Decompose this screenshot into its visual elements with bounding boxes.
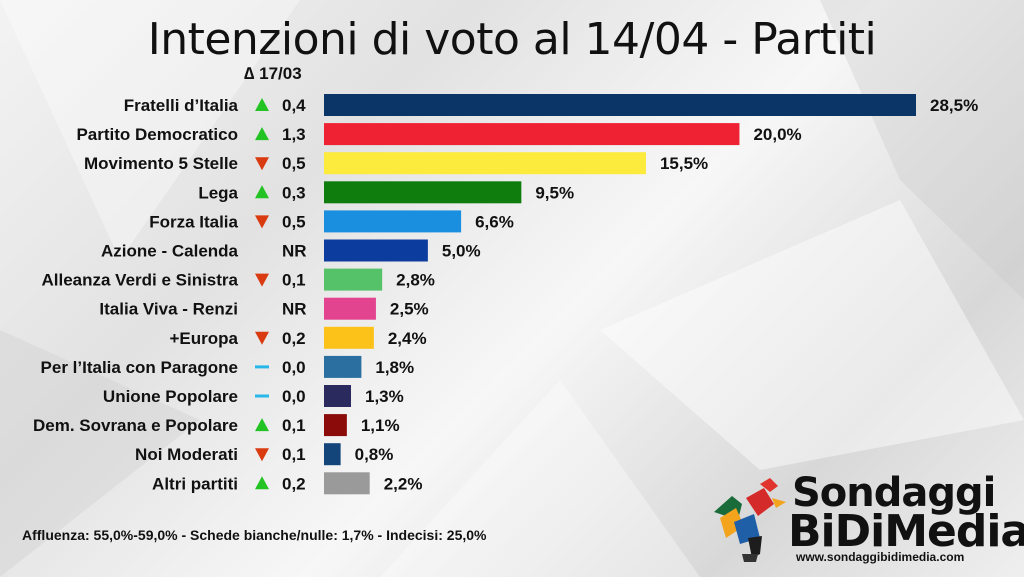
category-label: Movimento 5 Stelle: [84, 154, 238, 173]
value-label: 9,5%: [535, 183, 574, 202]
category-label: Altri partiti: [152, 474, 238, 493]
trend-down-icon: [255, 273, 269, 287]
category-label: Azione - Calenda: [101, 242, 239, 261]
trend-down-icon: [255, 448, 269, 462]
bar: [324, 472, 370, 495]
category-label: Alleanza Verdi e Sinistra: [41, 271, 238, 290]
bar: [324, 94, 916, 116]
trend-up-icon: [255, 185, 269, 199]
category-label: Dem. Sovrana e Popolare: [33, 416, 238, 435]
delta-value: 0,2: [282, 474, 306, 493]
bar: [324, 443, 341, 466]
delta-value: 0,0: [282, 387, 306, 406]
trend-up-icon: [255, 476, 269, 490]
logo-line-2: BiDiMedia: [788, 506, 1024, 557]
value-label: 2,5%: [390, 300, 429, 319]
bar: [324, 355, 362, 378]
page-title: Intenzioni di voto al 14/04 - Partiti: [147, 14, 877, 65]
brand-logo: Sondaggi BiDiMedia www.sondaggibidimedia…: [712, 470, 1024, 566]
category-label: Forza Italia: [149, 212, 238, 231]
category-label: +Europa: [170, 329, 239, 348]
trend-up-icon: [255, 418, 269, 432]
value-label: 0,8%: [355, 445, 394, 464]
category-label: Partito Democratico: [76, 125, 238, 144]
value-label: 1,8%: [375, 358, 414, 377]
trend-down-icon: [255, 215, 269, 229]
delta-value: 0,3: [282, 183, 306, 202]
value-label: 2,2%: [384, 474, 423, 493]
delta-value: 0,2: [282, 329, 306, 348]
footer-note: Affluenza: 55,0%-59,0% - Schede bianche/…: [22, 527, 487, 543]
logo-line-1: Sondaggi: [792, 470, 996, 516]
bar: [324, 239, 428, 262]
value-label: 2,8%: [396, 271, 435, 290]
value-label: 1,3%: [365, 387, 404, 406]
delta-value: 1,3: [282, 125, 306, 144]
delta-header: ∆ 17/03: [244, 64, 302, 83]
category-label: Italia Viva - Renzi: [99, 300, 238, 319]
trend-down-icon: [255, 331, 269, 345]
category-label: Per l’Italia con Paragone: [41, 358, 238, 377]
bar: [324, 268, 383, 291]
delta-value: 0,5: [282, 212, 306, 231]
category-label: Lega: [198, 183, 238, 202]
category-label: Noi Moderati: [135, 445, 238, 464]
delta-value: 0,1: [282, 271, 306, 290]
bar: [324, 152, 646, 175]
trend-up-icon: [255, 127, 269, 141]
delta-value: 0,4: [282, 96, 306, 115]
bar: [324, 414, 347, 437]
delta-value: NR: [282, 242, 307, 261]
value-label: 28,5%: [930, 96, 978, 115]
value-label: 6,6%: [475, 212, 514, 231]
bar: [324, 123, 740, 146]
trend-neutral-icon: [255, 365, 269, 369]
bar: [324, 210, 462, 233]
delta-value: 0,0: [282, 358, 306, 377]
delta-value: 0,1: [282, 416, 306, 435]
trend-up-icon: [255, 98, 269, 111]
trend-down-icon: [255, 157, 269, 171]
bar: [324, 326, 374, 349]
trend-neutral-icon: [255, 394, 269, 398]
delta-value: 0,1: [282, 445, 306, 464]
value-label: 20,0%: [753, 125, 801, 144]
value-label: 1,1%: [361, 416, 400, 435]
value-label: 15,5%: [660, 154, 708, 173]
value-label: 2,4%: [388, 329, 427, 348]
rooster-icon: [714, 478, 786, 562]
bar: [324, 385, 352, 407]
category-label: Unione Popolare: [103, 387, 238, 406]
delta-value: 0,5: [282, 154, 306, 173]
logo-url: www.sondaggibidimedia.com: [796, 550, 965, 564]
delta-value: NR: [282, 300, 307, 319]
bar: [324, 181, 522, 204]
bar: [324, 297, 376, 320]
value-label: 5,0%: [442, 242, 481, 261]
category-label: Fratelli d’Italia: [124, 96, 239, 115]
